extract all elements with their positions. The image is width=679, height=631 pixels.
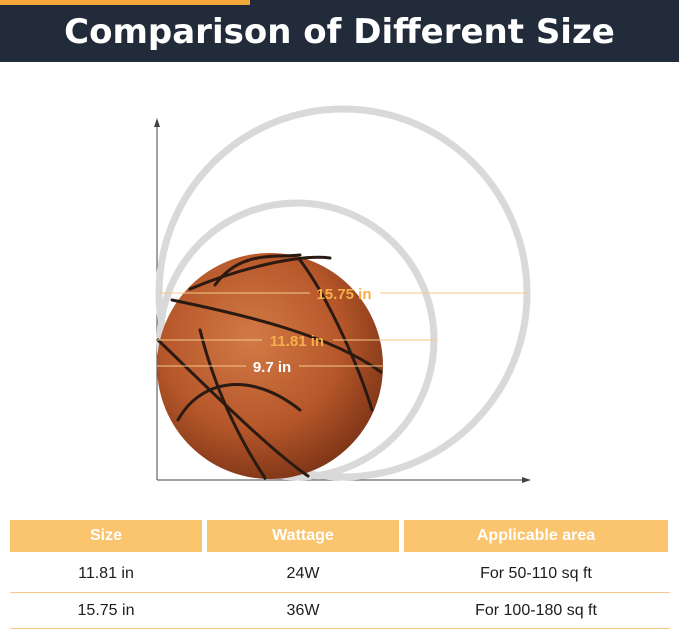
banner-accent-stripe bbox=[0, 0, 250, 5]
row-divider bbox=[10, 592, 670, 593]
basketball bbox=[156, 253, 383, 480]
y-axis-arrow bbox=[154, 118, 160, 127]
label-9-7-in: 9.7 in bbox=[253, 359, 291, 376]
cell-applicable-area: For 100-180 sq ft bbox=[475, 602, 597, 619]
measurement-guides bbox=[157, 292, 528, 367]
cell-wattage: 36W bbox=[286, 602, 320, 619]
cell-size: 15.75 in bbox=[77, 602, 135, 619]
x-axis-arrow bbox=[522, 477, 531, 483]
header-size: Size bbox=[10, 520, 202, 552]
cell-applicable-area: For 50-110 sq ft bbox=[480, 565, 592, 582]
title-banner: Comparison of Different Size bbox=[0, 0, 679, 62]
header-applicable-area: Applicable area bbox=[404, 520, 668, 552]
size-comparison-diagram: 15.75 in 11.81 in 9.7 in bbox=[154, 105, 531, 483]
cell-size: 11.81 in bbox=[78, 565, 134, 582]
cell-wattage: 24W bbox=[286, 565, 320, 582]
header-wattage: Wattage bbox=[207, 520, 399, 552]
page-title: Comparison of Different Size bbox=[64, 12, 615, 52]
label-11-81-in: 11.81 in bbox=[270, 333, 324, 350]
row-divider bbox=[10, 628, 670, 629]
label-15-75-in: 15.75 in bbox=[316, 286, 371, 303]
